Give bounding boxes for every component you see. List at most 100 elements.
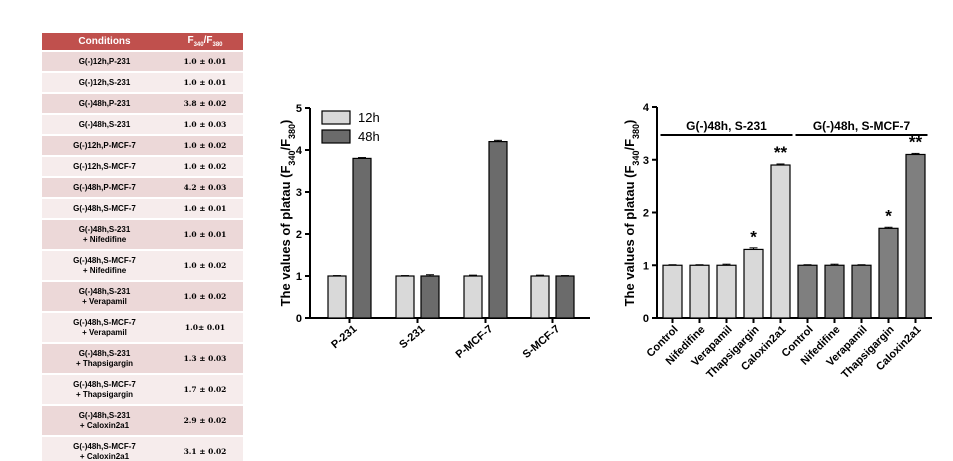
chart1-bar-12h	[327, 275, 347, 319]
value-cell: 1.0 ± 0.01	[167, 73, 243, 92]
condition-cell: G(-)48h,S-MCF-7 + Thapsigargin	[42, 375, 167, 404]
condition-line: G(-)48h,S-231	[78, 348, 131, 358]
condition-line: G(-)48h,S-231	[78, 224, 131, 234]
ylabel-part: 340	[631, 151, 641, 166]
chart2-bar	[878, 227, 899, 319]
condition-cell: G(-)12h,S-231	[42, 73, 167, 92]
value-cell: 3.1 ± 0.02	[167, 437, 243, 461]
chart1-y-tick-label: 5	[296, 103, 302, 115]
condition-cell: G(-)48h,S-231 + Nifedifine	[42, 220, 167, 249]
table-row: G(-)48h,S-231 1.0 ± 0.03	[42, 115, 243, 134]
condition-cell: G(-)48h,P-MCF-7	[42, 178, 167, 197]
condition-line: G(-)12h,P-MCF-7	[73, 140, 136, 150]
condition-line: + Verapamil	[82, 327, 127, 337]
chart1-y-tick-label: 3	[296, 187, 302, 199]
chart2-y-tick-label: 3	[643, 155, 649, 167]
chart2-bar	[689, 264, 710, 319]
condition-cell: G(-)12h,P-231	[42, 52, 167, 71]
table-row: G(-)48h,P-231 3.8 ± 0.02	[42, 94, 243, 113]
condition-cell: G(-)48h,S-MCF-7 + Verapamil	[42, 313, 167, 342]
chart2-y-tick-label: 4	[643, 102, 650, 114]
condition-line: + Caloxin2a1	[79, 420, 130, 430]
value-cell: 3.8 ± 0.02	[167, 94, 243, 113]
chart2-bar	[662, 264, 683, 319]
table-row: G(-)12h,S-231 1.0 ± 0.01	[42, 73, 243, 92]
chart1-bar-12h	[463, 275, 483, 319]
table-body: G(-)12h,P-231 1.0 ± 0.01 G(-)12h,S-231 1.0 …	[42, 52, 243, 461]
condition-cell: G(-)48h,S-231 + Thapsigargin	[42, 344, 167, 373]
value-cell: 1.0± 0.01	[167, 313, 243, 342]
chart2-y-axis-label: The values of platau (F340/F380)	[622, 120, 641, 307]
condition-line: + Nifedifine	[82, 265, 127, 275]
chart2-significance-marker: *	[885, 206, 892, 225]
value-cell: 1.7 ± 0.02	[167, 375, 243, 404]
table-row: G(-)48h,S-MCF-7 + Nifedifine 1.0 ± 0.02	[42, 251, 243, 280]
table-row: G(-)48h,S-231 + Verapamil 1.0 ± 0.02	[42, 282, 243, 311]
condition-cell: G(-)12h,P-MCF-7	[42, 136, 167, 155]
chart1-y-tick-label: 4	[296, 145, 303, 157]
chart1-legend-swatch	[321, 110, 351, 125]
chart2-bar	[905, 153, 926, 319]
chart1-y-axis-label: The values of platau (F340/F380)	[278, 120, 297, 307]
table-row: G(-)48h,P-MCF-7 4.2 ± 0.03	[42, 178, 243, 197]
value-cell: 1.0 ± 0.02	[167, 251, 243, 280]
chart1-bar-48h	[488, 141, 508, 319]
chart2-significance-marker: *	[750, 227, 757, 246]
chart2-bar	[770, 164, 791, 319]
chart1-bar-48h	[555, 275, 575, 319]
condition-line: + Nifedifine	[82, 234, 127, 244]
chart2-significance-marker: **	[909, 132, 923, 151]
chart2-bar	[824, 264, 845, 319]
condition-line: + Verapamil	[82, 296, 127, 306]
table-row: G(-)12h,P-MCF-7 1.0 ± 0.02	[42, 136, 243, 155]
table-row: G(-)48h,S-MCF-7 + Thapsigargin 1.7 ± 0.02	[42, 375, 243, 404]
chart2-y-tick-label: 2	[643, 208, 649, 220]
chart1-legend-swatch	[321, 129, 351, 144]
value-cell: 1.0 ± 0.02	[167, 136, 243, 155]
condition-line: G(-)48h,S-MCF-7	[73, 255, 136, 265]
header-conditions: Conditions	[42, 33, 167, 50]
chart1-x-tick-label: S-231	[397, 323, 427, 351]
ylabel-part: )	[622, 120, 637, 124]
table-row: G(-)48h,S-231 + Thapsigargin 1.3 ± 0.03	[42, 344, 243, 373]
chart1-x-tick-label: S-MCF-7	[521, 323, 563, 361]
value-cell: 1.3 ± 0.03	[167, 344, 243, 373]
condition-cell: G(-)48h,S-MCF-7 + Nifedifine	[42, 251, 167, 280]
condition-line: G(-)12h,S-MCF-7	[73, 161, 136, 171]
chart2-bar	[716, 264, 737, 319]
ylabel-part: 380	[287, 124, 297, 139]
condition-line: G(-)48h,S-MCF-7	[73, 441, 136, 451]
table-row: G(-)48h,S-MCF-7 1.0 ± 0.01	[42, 199, 243, 218]
chart2-y-tick-label: 0	[643, 313, 649, 325]
condition-line: G(-)12h,P-231	[78, 56, 131, 66]
condition-line: G(-)48h,P-MCF-7	[73, 182, 136, 192]
condition-cell: G(-)48h,S-MCF-7	[42, 199, 167, 218]
chart1-y-tick-label: 0	[296, 313, 302, 325]
value-cell: 1.0 ± 0.01	[167, 220, 243, 249]
condition-cell: G(-)48h,S-MCF-7 + Caloxin2a1	[42, 437, 167, 461]
ylabel-part: 380	[631, 124, 641, 139]
condition-cell: G(-)12h,S-MCF-7	[42, 157, 167, 176]
condition-line: G(-)48h,S-MCF-7	[73, 379, 136, 389]
ylabel-part: The values of platau (F	[278, 166, 293, 307]
value-cell: 1.0 ± 0.01	[167, 52, 243, 71]
header-ratio: F340/F380	[167, 33, 243, 50]
chart2-y-tick-label: 1	[643, 260, 649, 272]
table-row: G(-)48h,S-231 + Caloxin2a1 2.9 ± 0.02	[42, 406, 243, 435]
table-row: G(-)48h,S-MCF-7 + Verapamil 1.0± 0.01	[42, 313, 243, 342]
value-cell: 1.0 ± 0.02	[167, 157, 243, 176]
chart1-y-tick-label: 1	[296, 271, 302, 283]
header-ratio-sub-340: 340	[193, 42, 204, 48]
chart1-bar-48h	[352, 157, 372, 319]
condition-cell: G(-)48h,P-231	[42, 94, 167, 113]
condition-line: G(-)12h,S-231	[78, 77, 131, 87]
condition-line: + Caloxin2a1	[79, 451, 130, 461]
chart2-bar	[797, 264, 818, 319]
condition-cell: G(-)48h,S-231 + Verapamil	[42, 282, 167, 311]
chart2-group-label: G(-)48h, S-MCF-7	[813, 119, 911, 133]
value-cell: 2.9 ± 0.02	[167, 406, 243, 435]
chart2-group-label: G(-)48h, S-231	[686, 119, 767, 133]
chart1-y-tick-label: 2	[296, 229, 302, 241]
value-cell: 1.0 ± 0.02	[167, 282, 243, 311]
